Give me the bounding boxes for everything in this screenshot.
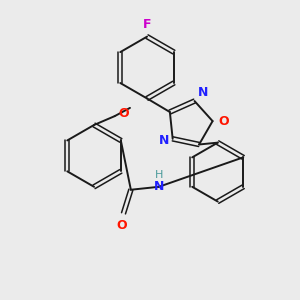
- Text: N: N: [158, 134, 169, 147]
- Text: O: O: [118, 107, 129, 120]
- Text: H: H: [155, 170, 164, 180]
- Text: O: O: [117, 219, 127, 232]
- Text: F: F: [143, 18, 151, 31]
- Text: O: O: [218, 115, 229, 128]
- Text: N: N: [154, 180, 165, 193]
- Text: N: N: [198, 86, 209, 99]
